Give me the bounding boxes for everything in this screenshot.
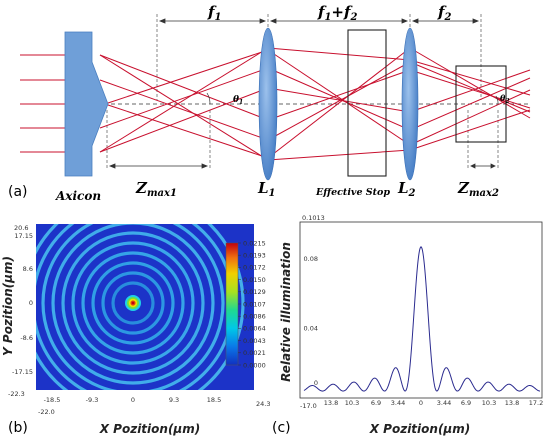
panel-b-y-tick-label: 8.6 — [23, 265, 33, 273]
axicon-label: Axicon — [55, 189, 101, 203]
colorbar-tick-label: 0.0043 — [243, 337, 266, 345]
illumination-profile-line — [303, 246, 540, 392]
intensity-ring — [36, 224, 245, 390]
corner-x-left: -22.0 — [38, 408, 55, 416]
colorbar-tick-label: 0.0064 — [243, 325, 266, 333]
panel-c-x-ticks: 13.8 10.3 6.9 3.44 0 3.44 6.9 10.3 13.8 17.2 — [324, 399, 543, 407]
central-lobe-core — [131, 301, 135, 305]
theta1-arc — [206, 92, 211, 105]
panel-b-y-tick-label: 17.15 — [14, 232, 33, 240]
panel-b-y-axis-title: Y Pozition(μm) — [1, 256, 15, 356]
zmax1-label: Zmax1 — [135, 179, 177, 199]
colorbar — [225, 242, 239, 366]
lens-l1 — [258, 27, 278, 181]
panel-c-x-tick-label: 13.8 — [324, 399, 338, 407]
panel-c-x-tick-label: 3.44 — [437, 399, 451, 407]
panel-b-x-tick-label: 9.3 — [169, 396, 179, 404]
corner-top: 0.1013 — [302, 214, 325, 222]
axicon-element — [64, 31, 109, 177]
panel-c-label: (c) — [272, 420, 291, 436]
panel-c-x-tick-label: 3.44 — [391, 399, 405, 407]
panel-b-x-tick-label: -18.5 — [44, 396, 61, 404]
colorbar-tick-label: 0.0086 — [243, 313, 266, 321]
dim-f1-label: f1 — [207, 3, 221, 23]
panel-c-y-tick-label: 0.08 — [304, 255, 318, 263]
panel-b-x-tick-label: 18.5 — [207, 396, 221, 404]
panel-c-y-ticks: 0.08 0.04 0 — [304, 255, 318, 387]
panel-c-x-tick-label: 0 — [419, 399, 423, 407]
rays-after-l2 — [409, 47, 531, 151]
panel-c-profile-plot: 0.1013 -17.0 0.08 0.04 0 13.8 10.3 6.9 3.44 0 3… — [272, 214, 543, 436]
dim-f2-label: f2 — [437, 3, 451, 23]
zmax2-box — [455, 65, 507, 143]
panel-b-x-tick-label: 0 — [131, 396, 135, 404]
effective-stop-label: Effective Stop — [315, 187, 390, 198]
intensity-ring — [111, 281, 155, 325]
zmax2-label: Zmax2 — [457, 179, 499, 199]
panel-a-optical-layout: f1 f1+f2 f2 θ1 θ2 (a) Axicon Zmax1 L1 Ef… — [8, 3, 531, 203]
corner-bottom: -17.0 — [300, 402, 317, 410]
panel-c-y-tick-label: 0 — [314, 379, 318, 387]
intensity-ring — [51, 224, 215, 385]
colorbar-tick-label: 0.0129 — [243, 288, 266, 296]
panel-b-y-tick-label: -8.6 — [20, 334, 33, 342]
colorbar-tick-label: 0.0193 — [243, 252, 266, 260]
lens-l2 — [401, 27, 419, 181]
intensity-ring — [61, 231, 205, 375]
corner-top-left: 20.6 — [14, 224, 28, 232]
theta2-label: θ2 — [500, 93, 510, 105]
panel-c-x-tick-label: 6.9 — [461, 399, 471, 407]
colorbar-tick-label: 0.0150 — [243, 276, 266, 284]
panel-b-x-tick-label: -9.3 — [86, 396, 99, 404]
dimension-guides — [106, 14, 499, 170]
intensity-ring — [81, 251, 185, 355]
panel-b-x-ticks: -18.5 -9.3 0 9.3 18.5 — [44, 396, 222, 404]
panel-b-y-tick-label: -17.15 — [12, 368, 33, 376]
colorbar-tick-label: 0.0107 — [243, 300, 266, 308]
l1-label: L1 — [257, 179, 276, 199]
intensity-ring — [41, 224, 225, 390]
dim-f1f2-label: f1+f2 — [317, 3, 357, 23]
effective-stop-box — [347, 29, 387, 177]
intensity-ring — [71, 241, 195, 365]
intensity-ring — [91, 261, 175, 345]
colorbar-tick-label: 0.0000 — [243, 361, 266, 369]
colorbar-tick-label: 0.0215 — [243, 239, 266, 247]
colorbar-tick-label: 0.0021 — [243, 349, 266, 357]
theta1-label: θ1 — [233, 95, 243, 106]
l2-label: L2 — [397, 179, 416, 199]
panel-c-x-tick-label: 10.3 — [482, 399, 496, 407]
profile-plot-frame — [299, 221, 543, 399]
dimension-arrows — [108, 18, 496, 169]
corner-bottom-left: -22.3 — [8, 390, 25, 398]
panel-b-x-axis-title: X Pozition(μm) — [99, 422, 201, 436]
panel-c-y-axis-title: Relative illumination — [279, 242, 293, 382]
intensity-ring — [101, 271, 165, 335]
panel-c-y-tick-label: 0.04 — [304, 325, 318, 333]
panel-c-x-tick-label: 13.8 — [505, 399, 519, 407]
panel-b-label: (b) — [8, 420, 28, 436]
theta2-arc — [495, 95, 499, 105]
panel-c-x-tick-label: 10.3 — [345, 399, 359, 407]
panel-c-x-tick-label: 17.2 — [529, 399, 543, 407]
panel-c-x-axis-title: X Pozition(μm) — [369, 422, 471, 436]
corner-x-right: 24.3 — [256, 400, 270, 408]
panel-b-y-ticks: 17.15 8.6 0 -8.6 -17.15 — [12, 232, 33, 376]
panel-a-label: (a) — [8, 184, 28, 200]
colorbar-tick-labels: 0.0215 0.0193 0.0172 0.0150 0.0129 0.0107 0.00… — [238, 239, 266, 369]
rays-axicon-to-l1 — [99, 47, 269, 161]
colorbar-tick-label: 0.0172 — [243, 264, 266, 272]
panel-b-y-tick-label: 0 — [29, 299, 33, 307]
panel-b-intensity-map: 0.0215 0.0193 0.0172 0.0150 0.0129 0.0107 0.00… — [1, 224, 270, 436]
panel-c-x-tick-label: 6.9 — [371, 399, 381, 407]
